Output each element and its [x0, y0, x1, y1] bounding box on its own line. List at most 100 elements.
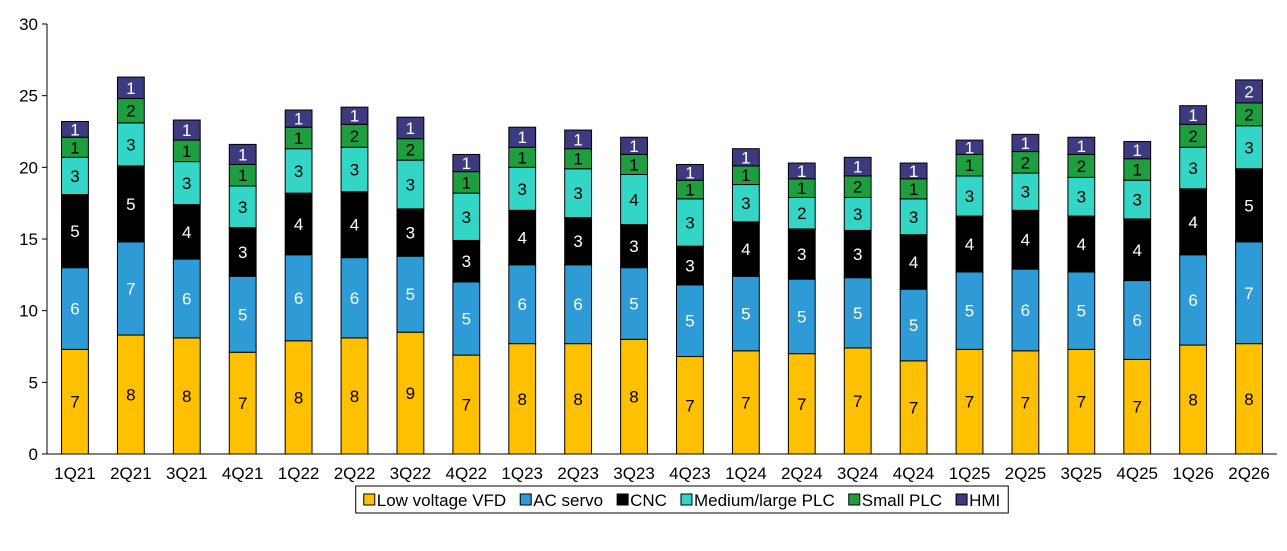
- data-label: 1: [462, 154, 471, 173]
- data-label: 2: [406, 140, 415, 159]
- legend-label: Low voltage VFD: [377, 491, 506, 510]
- bar-segment: [508, 343, 537, 455]
- bar-segment: [676, 198, 704, 247]
- data-label: 6: [1188, 291, 1197, 310]
- bar-segment: [1123, 141, 1152, 160]
- bar-segment: [564, 129, 593, 150]
- data-label: 1: [1021, 134, 1030, 153]
- data-label: 7: [853, 392, 862, 411]
- legend-label: Medium/large PLC: [694, 491, 835, 510]
- bar-stack-4Q24: 7 5 4 3 11: [899, 162, 928, 455]
- bar-segment: [396, 255, 425, 333]
- x-tick-label: 4Q21: [222, 464, 264, 483]
- bar-segment: [1123, 280, 1152, 360]
- bar-segment: [172, 204, 201, 260]
- bar-segment: [955, 215, 984, 273]
- legend-label: HMI: [969, 491, 1000, 510]
- data-label: 3: [406, 176, 415, 195]
- data-label: 5: [965, 302, 974, 321]
- bar-segment: [396, 116, 425, 140]
- y-tick-label: 30: [19, 15, 38, 34]
- bar-segment: [1235, 343, 1263, 455]
- bar-segment: [284, 192, 313, 256]
- data-label: 3: [406, 224, 415, 243]
- data-label: 1: [350, 107, 359, 126]
- data-label: 3: [1132, 191, 1141, 210]
- data-label: 3: [965, 187, 974, 206]
- data-label: 7: [797, 395, 806, 414]
- data-label: 2: [853, 178, 862, 197]
- bar-segment: [1235, 125, 1263, 170]
- legend-swatch: [955, 493, 968, 506]
- y-tick-label: 15: [19, 230, 38, 249]
- data-label: 3: [462, 252, 471, 271]
- data-label: 6: [1132, 311, 1141, 330]
- bar-stack-1Q24: 7 5 4 3 11: [731, 148, 760, 455]
- x-tick-label: 4Q24: [893, 464, 935, 483]
- x-tick-label: 2Q23: [557, 464, 599, 483]
- data-label: 7: [1132, 398, 1141, 417]
- data-label: 4: [965, 235, 974, 254]
- data-label: 3: [685, 214, 694, 233]
- data-label: 4: [517, 229, 526, 248]
- bar-segment: [676, 163, 704, 181]
- data-label: 2: [1188, 127, 1197, 146]
- data-label: 7: [965, 393, 974, 412]
- data-label: 2: [1244, 105, 1253, 124]
- bar-segment: [61, 120, 89, 138]
- legend-item: Small PLC: [848, 491, 942, 510]
- bar-segment: [116, 98, 145, 124]
- bar-segment: [1011, 209, 1040, 270]
- bar-segment: [899, 360, 928, 455]
- data-label: 1: [853, 158, 862, 177]
- data-label: 8: [294, 388, 303, 407]
- x-tick-label: 2Q26: [1228, 464, 1270, 483]
- legend-item: Low voltage VFD: [363, 491, 506, 510]
- data-label: 7: [685, 396, 694, 415]
- data-label: 4: [350, 216, 359, 235]
- data-label: 6: [70, 300, 79, 319]
- data-label: 4: [629, 191, 638, 210]
- bar-segment: [228, 227, 257, 277]
- data-label: 5: [853, 304, 862, 323]
- data-label: 1: [685, 181, 694, 200]
- data-label: 8: [629, 388, 638, 407]
- bar-stack-1Q23: 8 6 4 3 11: [508, 126, 537, 455]
- bar-segment: [731, 350, 760, 455]
- data-label: 5: [238, 305, 247, 324]
- bar-stack-2Q24: 7 5 3 2 11: [787, 162, 816, 455]
- bar-segment: [955, 139, 984, 155]
- data-label: 8: [350, 387, 359, 406]
- bar-stack-3Q24: 7 5 3 3 21: [843, 156, 872, 455]
- data-label: 6: [350, 289, 359, 308]
- bar-segment: [787, 162, 816, 180]
- data-label: 4: [909, 253, 918, 272]
- bar-segment: [787, 353, 816, 455]
- bar-segment: [731, 148, 760, 167]
- data-label: 4: [182, 223, 191, 242]
- data-label: 3: [1077, 188, 1086, 207]
- data-label: 3: [573, 184, 582, 203]
- bar-segment: [228, 143, 257, 165]
- bars: 7653118753218643117533118643118643219533…: [61, 76, 1263, 455]
- data-label: 5: [741, 305, 750, 324]
- bar-segment: [620, 338, 648, 455]
- data-label: 1: [238, 145, 247, 164]
- bar-stack-1Q25: 7 5 4 3 11: [955, 138, 984, 455]
- bar-segment: [1067, 136, 1096, 155]
- data-label: 3: [70, 167, 79, 186]
- data-label: 3: [741, 194, 750, 213]
- bar-segment: [1123, 358, 1152, 455]
- bar-segment: [172, 337, 201, 455]
- bar-stack-1Q21: 7 6 5 3 11: [61, 120, 89, 455]
- data-label: 1: [629, 137, 638, 156]
- data-label: 4: [1077, 235, 1086, 254]
- bar-segment: [676, 245, 704, 286]
- bar-segment: [1011, 268, 1040, 352]
- data-label: 6: [1021, 301, 1030, 320]
- data-label: 3: [238, 243, 247, 262]
- data-label: 7: [462, 396, 471, 415]
- data-label: 3: [853, 245, 862, 264]
- bar-stack-3Q22: 9 5 3 3 2 1: [396, 116, 425, 455]
